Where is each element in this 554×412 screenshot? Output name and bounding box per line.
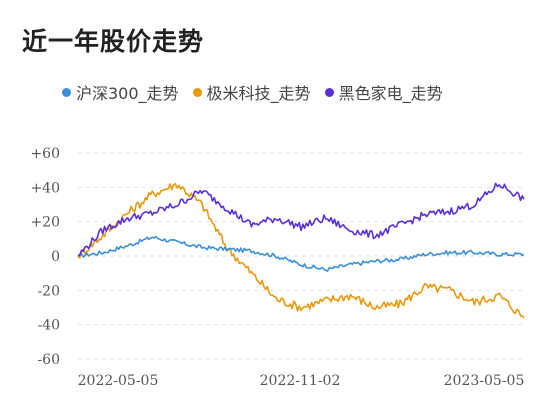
legend-dot-heise — [324, 87, 334, 97]
legend-item-heise[interactable]: 黑色家电_走势 — [324, 80, 443, 104]
legend-label-heise: 黑色家电_走势 — [338, 84, 443, 103]
legend-item-jimi[interactable]: 极米科技_走势 — [192, 80, 311, 104]
legend-label-jimi: 极米科技_走势 — [206, 84, 311, 103]
y-tick-label: 0 — [51, 249, 60, 265]
legend-dot-jimi — [192, 87, 202, 97]
y-tick-label: -40 — [37, 318, 60, 334]
series-lines — [77, 182, 525, 319]
series-line-jimi — [77, 183, 525, 319]
series-line-heise — [77, 182, 525, 257]
y-tick-label: -20 — [37, 283, 60, 299]
legend-dot-hushen300 — [62, 87, 71, 97]
y-tick-label: -60 — [37, 352, 60, 368]
y-tick-label: +60 — [30, 146, 60, 162]
chart-legend: 沪深300_走势 极米科技_走势 黑色家电_走势 — [62, 80, 443, 104]
grid-lines — [78, 152, 524, 360]
x-tick-label: 2022-11-02 — [260, 373, 341, 389]
legend-item-hushen300[interactable]: 沪深300_走势 — [62, 80, 179, 104]
x-tick-label: 2022-05-05 — [78, 373, 159, 389]
y-tick-label: +40 — [30, 180, 60, 196]
y-tick-label: +20 — [30, 215, 60, 231]
series-line-hushen300 — [77, 235, 525, 272]
y-axis: +60 +40 +20 0 -20 -40 -60 — [30, 146, 60, 368]
legend-label-hushen300: 沪深300_走势 — [76, 84, 179, 103]
x-axis: 2022-05-05 2022-11-02 2023-05-05 — [78, 373, 525, 389]
x-tick-label: 2023-05-05 — [444, 373, 525, 389]
chart-title: 近一年股价走势 — [22, 27, 205, 56]
